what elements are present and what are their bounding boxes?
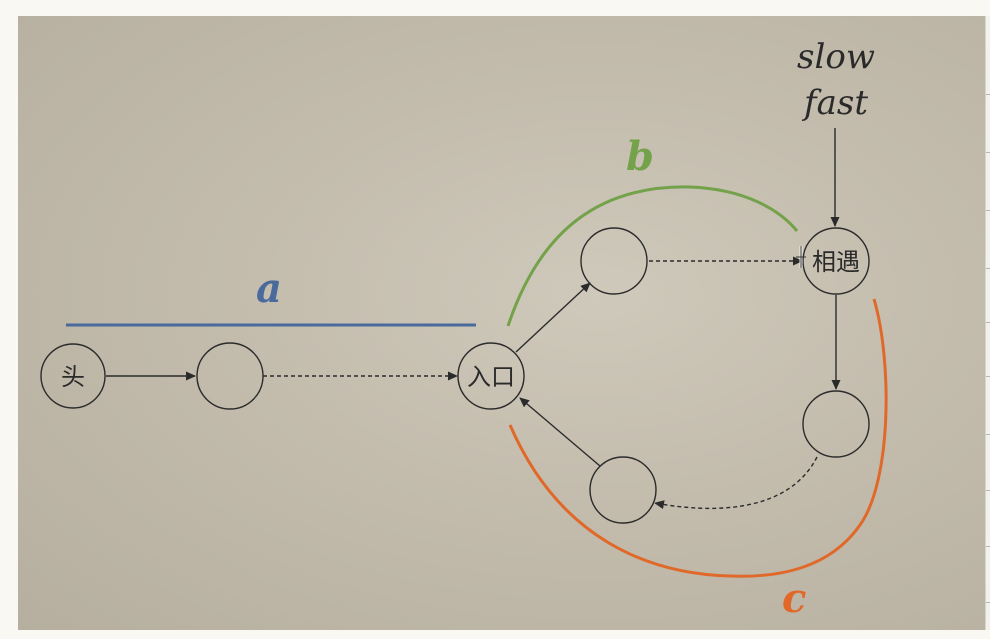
node-1	[196, 342, 264, 410]
edge-entry-to-top	[515, 282, 591, 353]
segment-b-label: b	[626, 133, 654, 180]
node-head	[40, 343, 106, 409]
text-cursor-icon	[796, 246, 806, 268]
scrollbar-ruler	[985, 16, 990, 630]
node-right	[802, 390, 870, 458]
segment-c-label: c	[782, 575, 806, 622]
node-meet	[802, 227, 870, 295]
pointer-slow-label: slow	[797, 37, 875, 77]
segment-a-label: a	[256, 265, 282, 312]
node-head-label: 头	[61, 363, 85, 391]
node-top	[580, 227, 648, 295]
node-meet-label: 相遇	[812, 248, 860, 276]
segment-b-arc	[506, 185, 799, 327]
node-bottom	[589, 456, 657, 524]
node-entry	[457, 342, 525, 410]
edge-bottom-to-entry	[519, 397, 601, 467]
segment-c-arc	[508, 298, 888, 578]
diagram-canvas	[18, 16, 985, 630]
node-entry-label: 入口	[467, 363, 515, 391]
edge-right-to-bottom	[654, 456, 818, 510]
pointer-fast-label: fast	[801, 83, 868, 123]
